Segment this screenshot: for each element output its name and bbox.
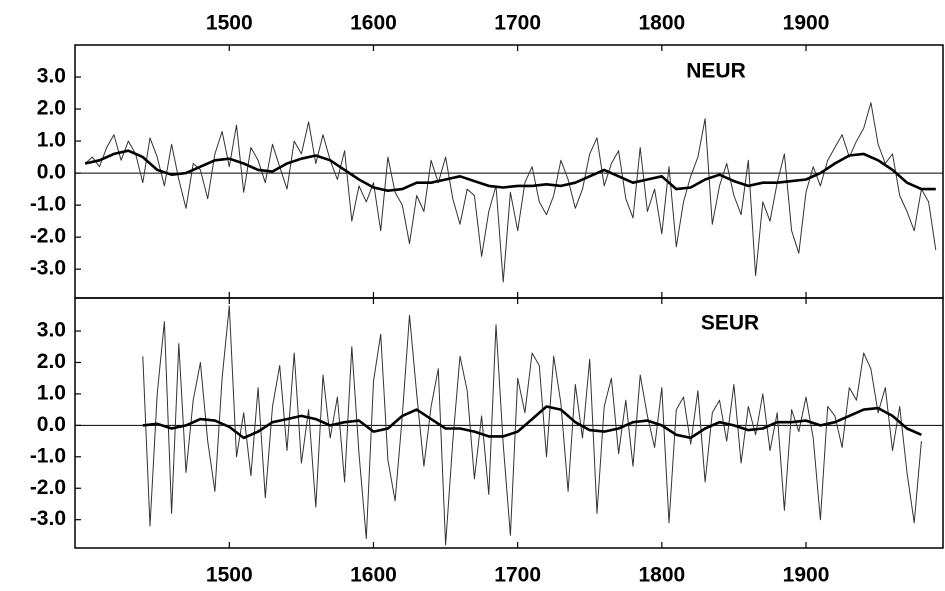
y-tick-label: -2.0 — [30, 225, 66, 248]
y-tick-label: -3.0 — [30, 257, 66, 280]
y-tick-label: -1.0 — [30, 444, 66, 467]
y-tick-label: 2.0 — [37, 97, 66, 120]
x-tick-label: 1800 — [638, 12, 685, 35]
plot-frame — [74, 44, 944, 299]
x-tick-label: 1700 — [494, 564, 541, 587]
series-line — [84, 102, 937, 283]
plot-frame — [74, 297, 944, 549]
y-tick-label: 0.0 — [37, 413, 66, 436]
x-tick-label: 1800 — [638, 564, 685, 587]
y-tick-label: 0.0 — [37, 161, 66, 184]
y-tick-label: 1.0 — [37, 381, 66, 404]
y-tick-label: -1.0 — [30, 193, 66, 216]
x-tick-label: 1700 — [494, 12, 541, 35]
y-tick-label: 2.0 — [37, 350, 66, 373]
x-tick-label: 1900 — [783, 564, 830, 587]
y-tick-label: 1.0 — [37, 129, 66, 152]
x-tick-label: 1600 — [350, 12, 397, 35]
panel-title: NEUR — [686, 60, 746, 83]
panel-title: SEUR — [701, 312, 759, 335]
y-tick-label: 3.0 — [37, 65, 66, 88]
series-line — [142, 405, 922, 440]
y-tick-label: 3.0 — [37, 319, 66, 342]
y-tick-label: -2.0 — [30, 476, 66, 499]
x-tick-label: 1600 — [350, 564, 397, 587]
series-line — [142, 305, 922, 546]
series-line — [84, 149, 936, 192]
x-tick-label: 1500 — [206, 12, 253, 35]
x-tick-label: 1900 — [783, 12, 830, 35]
x-tick-label: 1500 — [206, 564, 253, 587]
y-tick-label: -3.0 — [30, 507, 66, 530]
